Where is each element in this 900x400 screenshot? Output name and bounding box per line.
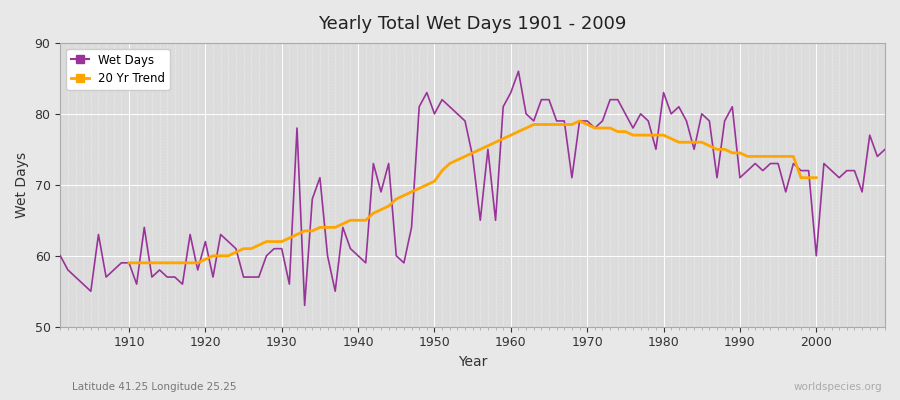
Y-axis label: Wet Days: Wet Days	[15, 152, 29, 218]
Text: Latitude 41.25 Longitude 25.25: Latitude 41.25 Longitude 25.25	[72, 382, 237, 392]
Legend: Wet Days, 20 Yr Trend: Wet Days, 20 Yr Trend	[67, 49, 170, 90]
Title: Yearly Total Wet Days 1901 - 2009: Yearly Total Wet Days 1901 - 2009	[319, 15, 626, 33]
X-axis label: Year: Year	[458, 355, 487, 369]
Text: worldspecies.org: worldspecies.org	[794, 382, 882, 392]
